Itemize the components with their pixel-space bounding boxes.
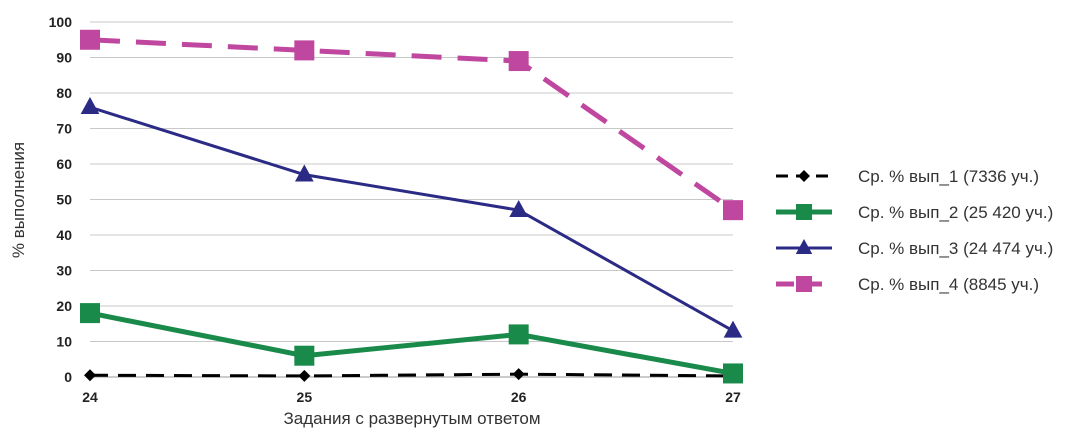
legend-label: Ср. % вып_2 (25 420 уч.): [858, 203, 1053, 222]
series-line: [89, 37, 735, 213]
legend-label: Ср. % вып_3 (24 474 уч.): [858, 239, 1053, 258]
y-tick-label: 0: [64, 369, 72, 385]
series-1: [84, 368, 739, 382]
y-tick-label: 20: [56, 298, 72, 314]
series-line: [89, 310, 734, 376]
data-point: [508, 324, 529, 345]
data-point: [298, 369, 311, 382]
grid-lines: [90, 21, 733, 342]
x-tick-label: 27: [725, 389, 741, 405]
legend-item-4: Ср. % вып_4 (8845 уч.): [776, 275, 1039, 294]
data-point: [80, 303, 100, 324]
legend-item-2: Ср. % вып_2 (25 420 уч.): [776, 203, 1053, 222]
y-tick-label: 40: [56, 227, 72, 243]
data-point: [84, 369, 96, 382]
series-line: [89, 372, 734, 378]
series-3: [80, 97, 743, 338]
y-tick-label: 90: [56, 50, 72, 66]
data-point: [294, 345, 315, 366]
data-point: [294, 40, 315, 61]
legend-label: Ср. % вып_4 (8845 уч.): [858, 275, 1039, 294]
series-2: [80, 303, 743, 384]
data-point: [294, 164, 314, 182]
data-point: [509, 199, 529, 217]
y-tick-label: 60: [56, 156, 72, 172]
x-tick-label: 25: [297, 389, 313, 405]
legend-marker: [796, 276, 812, 292]
x-tick-label: 26: [511, 389, 527, 405]
y-tick-label: 10: [56, 334, 72, 350]
data-point: [80, 97, 100, 114]
y-tick-label: 80: [56, 85, 72, 101]
legend-item-3: Ср. % вып_3 (24 474 уч.): [776, 239, 1053, 258]
y-tick-label: 100: [49, 14, 73, 30]
data-point: [723, 200, 743, 221]
series-line: [89, 105, 734, 333]
y-tick-label: 50: [56, 192, 72, 208]
data-point: [723, 320, 743, 338]
y-tick-label: 30: [56, 263, 72, 279]
data-point: [723, 363, 743, 384]
legend-item-1: Ср. % вып_1 (7336 уч.): [776, 167, 1039, 186]
legend-label: Ср. % вып_1 (7336 уч.): [858, 167, 1039, 186]
series-4: [80, 29, 743, 221]
legend-marker: [796, 204, 812, 220]
data-point: [512, 368, 525, 381]
y-axis-title: % выполнения: [9, 142, 28, 258]
x-axis-title: Задания с развернутым ответом: [283, 409, 540, 428]
data-point: [508, 51, 529, 72]
data-point: [80, 29, 100, 50]
x-tick-label: 24: [82, 389, 98, 405]
legend-marker: [798, 170, 810, 182]
y-tick-label: 70: [56, 121, 72, 137]
legend: Ср. % вып_1 (7336 уч.) Ср. % вып_2 (25 42…: [776, 167, 1053, 294]
legend-marker: [795, 239, 813, 254]
series-group: [80, 29, 743, 384]
y-axis-ticks: 0 10 20 30 40 50 60 70 80 90 100: [49, 14, 73, 385]
x-axis-ticks: 24 25 26 27: [82, 389, 741, 405]
